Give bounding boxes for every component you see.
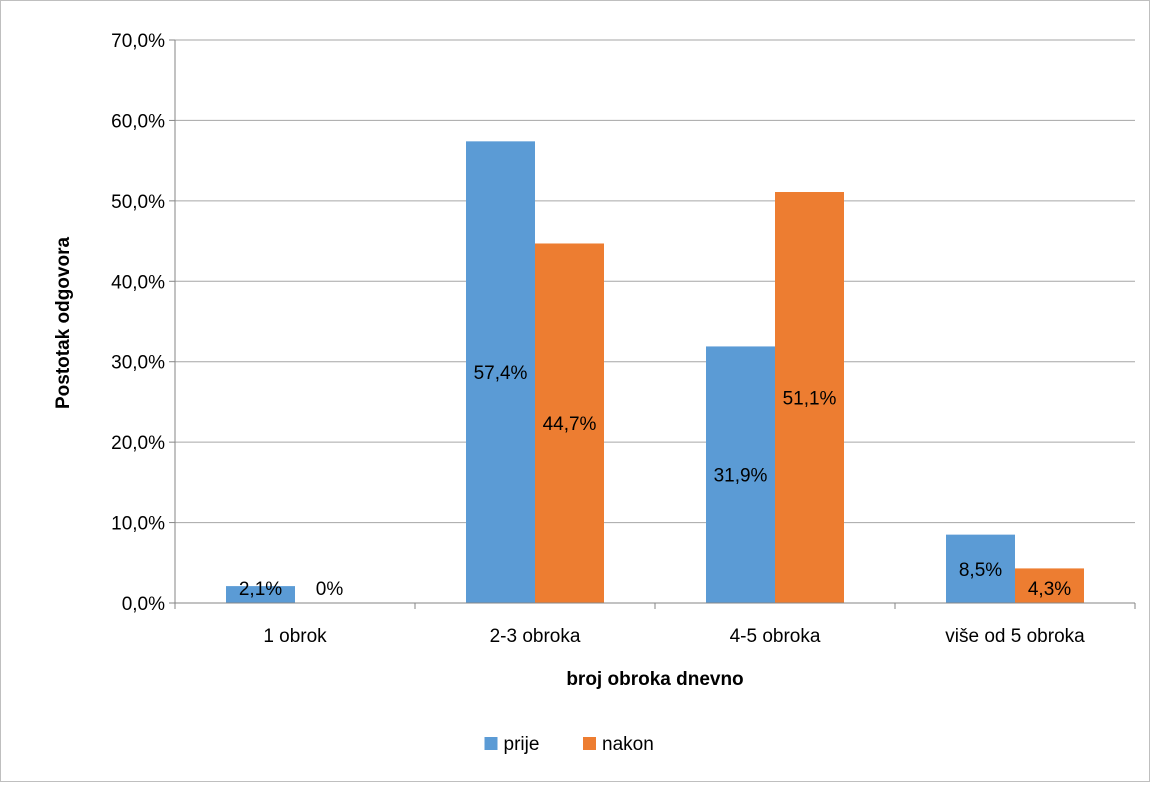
y-tick-label: 70,0% [111,31,165,52]
legend-swatch-prije [484,737,498,750]
axes: 0,0% 10,0% 20,0% 30,0% 40,0% 50,0% 60,0% 70,0% 1… [111,31,1136,647]
bar-prije [706,346,775,603]
legend-label-nakon: nakon [602,734,654,755]
x-category-label: 1 obrok [263,626,327,647]
bar-nakon [1015,568,1084,603]
bars [226,141,1084,603]
data-label-prije: 8,5% [959,560,1002,581]
legend-label-prije: prije [504,734,540,755]
y-tick-label: 50,0% [111,192,165,213]
data-label-prije: 57,4% [474,363,528,384]
bar-nakon [535,243,604,603]
bar-prije [946,534,1015,603]
x-category-label: 4-5 obroka [730,626,821,647]
bar-nakon [775,192,844,603]
x-category-label: 2-3 obroka [490,626,581,647]
data-label-prije: 2,1% [239,579,282,600]
x-category-label: više od 5 obroka [945,626,1085,647]
x-axis-title: broj obroka dnevno [566,669,743,690]
data-labels: 2,1% 0% 57,4% 44,7% 31,9% 51,1% 8,5% 4,3% [239,363,1071,600]
legend-swatch-nakon [583,737,596,750]
y-tick-label: 10,0% [111,514,165,535]
data-label-nakon: 44,7% [543,414,597,435]
y-tick-label: 30,0% [111,353,165,374]
data-label-nakon: 0% [316,579,344,600]
y-tick-label: 20,0% [111,433,165,454]
y-tick-label: 40,0% [111,272,165,293]
gridlines [175,39,1135,524]
legend: prije nakon [484,734,654,755]
bar-prije [226,586,295,603]
bar-prije [466,141,535,603]
y-axis-title: Postotak odgovora [53,237,74,410]
data-label-nakon: 4,3% [1028,579,1071,600]
data-label-nakon: 51,1% [783,389,837,410]
y-tick-label: 0,0% [122,594,165,615]
data-label-prije: 31,9% [714,466,768,487]
y-tick-label: 60,0% [111,111,165,132]
